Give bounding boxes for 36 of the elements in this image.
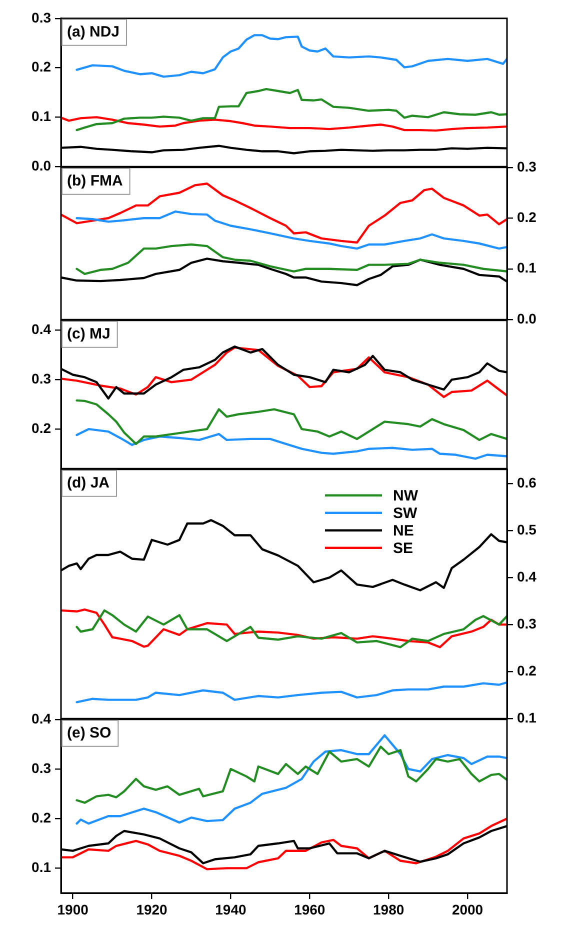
y-tick-label: 0.0 bbox=[32, 157, 52, 174]
chart-title: (e) SO bbox=[67, 724, 112, 742]
y-tick-label: 0.4 bbox=[32, 710, 52, 726]
y2-tick-label: 0.3 bbox=[517, 615, 537, 632]
y2-tick-label: 0.1 bbox=[517, 709, 537, 726]
y-tick-label: 0.4 bbox=[32, 321, 52, 338]
y-tick-label: 0.2 bbox=[32, 420, 52, 436]
y-tick-label: 0.2 bbox=[32, 809, 52, 826]
legend-label: SE bbox=[393, 540, 414, 558]
legend-label: NE bbox=[393, 522, 414, 540]
x-tick-label: 2000 bbox=[452, 901, 484, 918]
y2-tick-label: 0.0 bbox=[517, 310, 537, 326]
y-tick-label: 0.3 bbox=[32, 9, 52, 26]
x-tick-label: 1940 bbox=[215, 901, 246, 918]
y-tick-label: 0.2 bbox=[32, 58, 52, 75]
y2-tick-label: 0.2 bbox=[517, 662, 537, 678]
y2-tick-label: 0.3 bbox=[517, 158, 537, 174]
chart-title: (a) NDJ bbox=[67, 24, 120, 41]
legend-label: SW bbox=[393, 505, 418, 522]
chart-title: (c) MJ bbox=[67, 326, 110, 343]
legend-label: NW bbox=[393, 488, 419, 505]
x-tick-label: 1980 bbox=[373, 901, 404, 918]
y2-tick-label: 0.6 bbox=[517, 474, 537, 490]
y2-tick-label: 0.1 bbox=[517, 260, 537, 276]
y-tick-label: 0.3 bbox=[32, 760, 52, 776]
chart-title: (b) FMA bbox=[67, 172, 123, 190]
x-tick-label: 1900 bbox=[57, 901, 89, 918]
y-tick-label: 0.3 bbox=[32, 370, 52, 387]
y2-tick-label: 0.2 bbox=[517, 208, 537, 225]
x-tick-label: 1920 bbox=[136, 901, 168, 918]
y-tick-label: 0.1 bbox=[32, 859, 52, 876]
y-tick-label: 0.1 bbox=[32, 108, 52, 124]
chart-title: (d) JA bbox=[67, 474, 110, 492]
x-tick-label: 1960 bbox=[294, 901, 326, 918]
y2-tick-label: 0.5 bbox=[517, 521, 537, 538]
y2-tick-label: 0.4 bbox=[517, 568, 537, 584]
